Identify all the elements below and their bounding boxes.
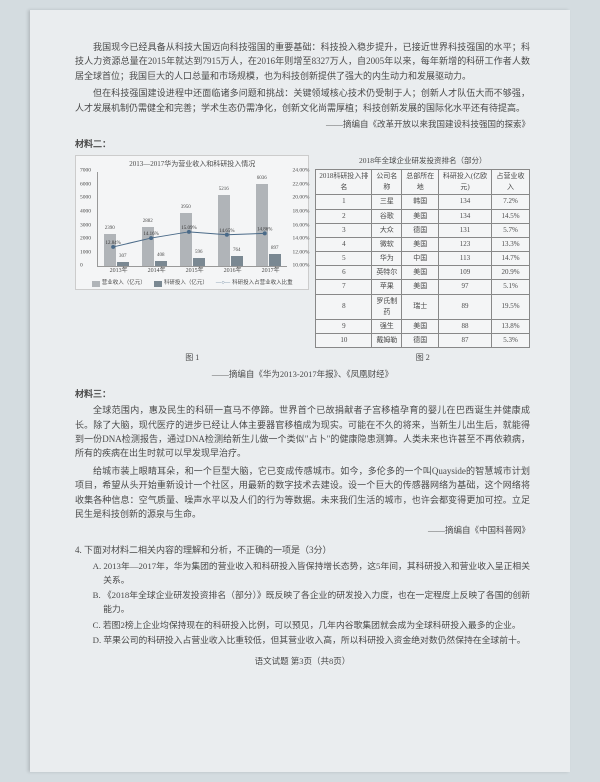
table-row: 2谷歌美国13414.5% — [316, 209, 530, 223]
table-header: 科研投入(亿欧元) — [438, 169, 491, 194]
svg-text:14.16%: 14.16% — [143, 232, 158, 237]
svg-text:12.84%: 12.84% — [105, 241, 120, 246]
table-row: 4微软美国12313.3% — [316, 237, 530, 251]
chart-title: 2013—2017华为营业收入和科研投入情况 — [79, 159, 305, 170]
table-row: 8罗氏制药瑞士8919.5% — [316, 294, 530, 319]
ranking-table: 2018科研投入排名公司名称总部所在地科研投入(亿欧元)占营业收入 1三星韩国1… — [315, 169, 530, 348]
paragraph-1: 我国现今已经具备从科技大国迈向科技强国的重要基础：科技投入稳步提升，已接近世界科… — [75, 40, 530, 83]
table-header: 占营业收入 — [492, 169, 530, 194]
figures-row: 2013—2017华为营业收入和科研投入情况 01000200030004000… — [75, 155, 530, 348]
paragraph-3: 全球范围内，惠及民生的科研一直马不停蹄。世界首个已故捐献者子宫移植孕育的婴儿在巴… — [75, 403, 530, 461]
option-d: D. 苹果公司的科研投入占营业收入比重较低，但其营业收入高，所以科研投入资金绝对… — [93, 633, 530, 647]
fig2-label: 图 2 — [315, 352, 530, 365]
table-row: 10戴姆勒德国875.3% — [316, 334, 530, 348]
chart-legend: 营业收入（亿元） 科研投入（亿元） —○—科研投入占营业收入比重 — [79, 279, 305, 288]
table-row: 7苹果美国975.1% — [316, 280, 530, 294]
option-a: A. 2013年—2017年，华为集团的营业收入和科研投入皆保持增长态势，这5年… — [93, 559, 530, 587]
option-c: C. 若图2榜上企业均保持现在的科研投入比例，可以预见，几年内谷歌集团就会成为全… — [93, 618, 530, 632]
paragraph-2: 但在科技强国建设进程中还面临诸多问题和挑战：关键领域核心技术仍受制于人；创新人才… — [75, 86, 530, 115]
table-row: 6英特尔美国10920.9% — [316, 266, 530, 280]
chart-figure-1: 2013—2017华为营业收入和科研投入情况 01000200030004000… — [75, 155, 309, 290]
source-3: ——摘编自《中国科普网》 — [75, 524, 530, 538]
table-row: 9强生美国8813.8% — [316, 320, 530, 334]
table-row: 5华为中国11314.7% — [316, 252, 530, 266]
table-title: 2018年全球企业研发投资排名（部分） — [315, 155, 530, 167]
material-3-label: 材料三： — [75, 387, 530, 401]
paragraph-4: 给城市装上眼睛耳朵，和一个巨型大脑，它已变成传感城市。如今，多伦多的一个叫Qua… — [75, 464, 530, 522]
question-4: 4. 下面对材料二相关内容的理解和分析，不正确的一项是（3分） — [75, 543, 530, 557]
material-2-label: 材料二： — [75, 137, 530, 151]
table-row: 3大众德国1315.7% — [316, 223, 530, 237]
svg-text:15.09%: 15.09% — [181, 226, 196, 231]
svg-text:14.65%: 14.65% — [219, 229, 234, 234]
figure-source: ——摘编自《华为2013-2017年报》、《凤凰财经》 — [75, 368, 530, 382]
page-footer: 语文试题 第3页（共8页） — [75, 655, 530, 669]
source-1: ——摘编自《改革开放以来我国建设科技强国的探索》 — [75, 118, 530, 132]
table-header: 公司名称 — [372, 169, 402, 194]
table-header: 总部所在地 — [402, 169, 438, 194]
table-header: 2018科研投入排名 — [316, 169, 372, 194]
fig1-label: 图 1 — [75, 352, 309, 365]
option-b: B. 《2018年全球企业研发投资排名（部分）》既反映了各企业的研发投入力度，也… — [93, 588, 530, 616]
table-figure-2: 2018年全球企业研发投资排名（部分） 2018科研投入排名公司名称总部所在地科… — [315, 155, 530, 348]
svg-text:14.86%: 14.86% — [257, 228, 272, 233]
table-row: 1三星韩国1347.2% — [316, 195, 530, 209]
